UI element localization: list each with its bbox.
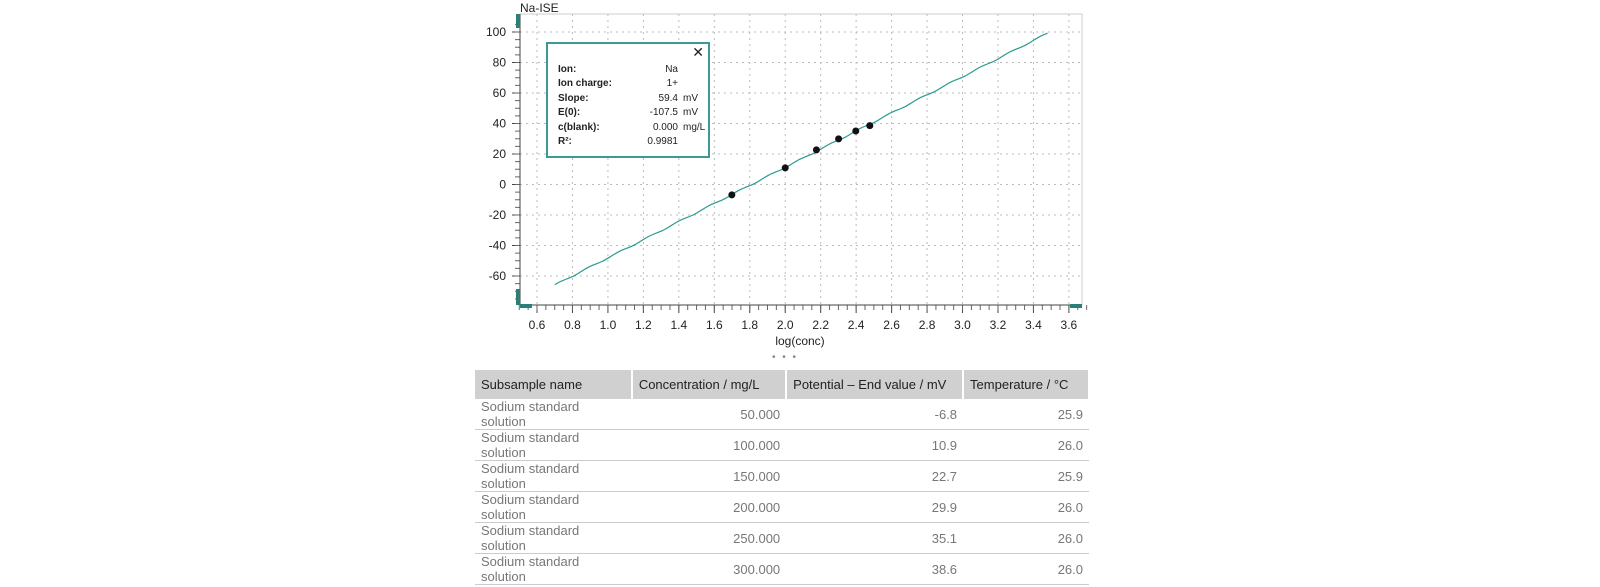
table-cell: Sodium standard solution [475,429,632,461]
table-cell: 25.9 [963,399,1089,430]
table-cell: 10.9 [786,429,964,461]
table-cell: Sodium standard solution [475,460,632,492]
legend-key: Slope: [558,92,589,104]
table-cell: 300.000 [631,553,787,585]
legend-value: 0.9981 [647,136,678,148]
fit-line [554,32,1048,286]
x-tick-label: 1.2 [635,318,652,332]
x-tick-label: 2.2 [812,318,829,332]
y-scroll-handle-top [516,14,520,28]
table-cell: 38.6 [786,553,964,585]
table-row[interactable]: Sodium standard solution 50.000 -6.8 25.9 [475,399,1089,430]
y-tick-label: 40 [493,117,507,131]
data-point [812,146,820,154]
x-tick-label: 1.4 [670,318,687,332]
results-table: Subsample name Concentration / mg/L Potent… [475,370,1090,585]
x-tick-label: 1.6 [706,318,723,332]
table-cell: 35.1 [786,522,964,554]
y-tick-label: 20 [493,147,507,161]
table-cell: 26.0 [963,491,1089,523]
table-cell: Sodium standard solution [475,491,632,523]
y-tick-label: -40 [489,239,507,253]
table-row[interactable]: Sodium standard solution 150.000 22.7 25.9 [475,460,1089,492]
column-header[interactable]: Subsample name [475,370,633,399]
table-cell: Sodium standard solution [475,553,632,585]
y-tick-label: -20 [489,208,507,222]
x-scroll-handle-right [1070,304,1082,308]
x-tick-label: 3.6 [1061,318,1078,332]
legend-unit [678,62,705,77]
table-cell: 50.000 [631,399,787,430]
legend-key: c(blank): [558,121,600,133]
table-row[interactable]: Sodium standard solution 200.000 29.9 26.0 [475,491,1089,523]
x-tick-label: 2.0 [777,318,794,332]
x-tick-label: 2.8 [919,318,936,332]
chart-title: Na-ISE [520,1,559,15]
table-cell: -6.8 [786,399,964,430]
table-row[interactable]: Sodium standard solution 300.000 38.6 26.0 [475,553,1089,585]
x-tick-label: 1.8 [741,318,758,332]
y-tick-label: -60 [489,269,507,283]
data-point [781,164,789,172]
data-point [728,191,736,199]
x-tick-label: 3.2 [990,318,1007,332]
legend-key: R²: [558,136,572,148]
close-icon[interactable]: ✕ [692,44,704,60]
column-header[interactable]: Concentration / mg/L [631,370,788,399]
table-cell: 22.7 [786,460,964,492]
table-cell: 29.9 [786,491,964,523]
x-scroll-handle-left [520,304,532,308]
y-tick-label: 80 [493,56,507,70]
column-header[interactable]: Potential – End value / mV [786,370,965,399]
table-row[interactable]: Sodium standard solution 250.000 35.1 26.0 [475,522,1089,554]
x-tick-label: 0.8 [564,318,581,332]
legend-value: -107.5 [649,107,678,119]
y-tick-label: 100 [486,25,506,39]
legend-unit: mg/L [683,121,706,133]
x-tick-label: 0.6 [529,318,546,332]
y-scroll-handle-bottom [516,289,520,305]
data-point [835,135,843,143]
column-header[interactable]: Temperature / °C [963,370,1090,399]
table-cell: 26.0 [963,522,1089,554]
legend-unit [678,135,705,150]
legend-key: Ion: [558,63,577,75]
legend-value: 1+ [666,78,678,90]
calibration-chart: Na-ISE 0.6 0.8 1.0 1.2 1.4 1.6 1.8 2.0 2.2 2.4 2.6… [486,1,1088,348]
table-cell: 250.000 [631,522,787,554]
table-cell: 26.0 [963,429,1089,461]
table-cell: 200.000 [631,491,787,523]
x-tick-label: 2.6 [883,318,900,332]
y-tick-label: 60 [493,86,507,100]
table-cell: Sodium standard solution [475,399,632,430]
table-cell: 26.0 [963,553,1089,585]
x-axis-label: log(conc) [775,334,824,348]
y-tick-label: 0 [499,178,506,192]
table-cell: 150.000 [631,460,787,492]
x-tick-label: 1.0 [600,318,617,332]
splitter-handle[interactable]: • • • [772,352,799,363]
legend-key: Ion charge: [558,78,612,90]
table-cell: 100.000 [631,429,787,461]
data-point [866,122,874,130]
x-tick-label: 3.4 [1025,318,1042,332]
legend-key: E(0): [558,107,581,119]
legend-unit: mV [683,107,698,119]
table-cell: 25.9 [963,460,1089,492]
legend-value: Na [665,63,678,75]
legend-unit: mV [683,92,698,104]
legend-unit [678,77,705,92]
legend-value: 59.4 [658,92,678,104]
x-tick-label: 2.4 [848,318,865,332]
table-cell: Sodium standard solution [475,522,632,554]
calibration-info-box[interactable]: ✕ Ion: Na Ion charge: 1+ Slope: 59.4 mV E(0): -1… [546,42,710,158]
x-tick-label: 3.0 [954,318,971,332]
legend-value: 0.000 [652,121,678,133]
data-point [852,127,860,135]
table-row[interactable]: Sodium standard solution 100.000 10.9 26.0 [475,429,1089,461]
